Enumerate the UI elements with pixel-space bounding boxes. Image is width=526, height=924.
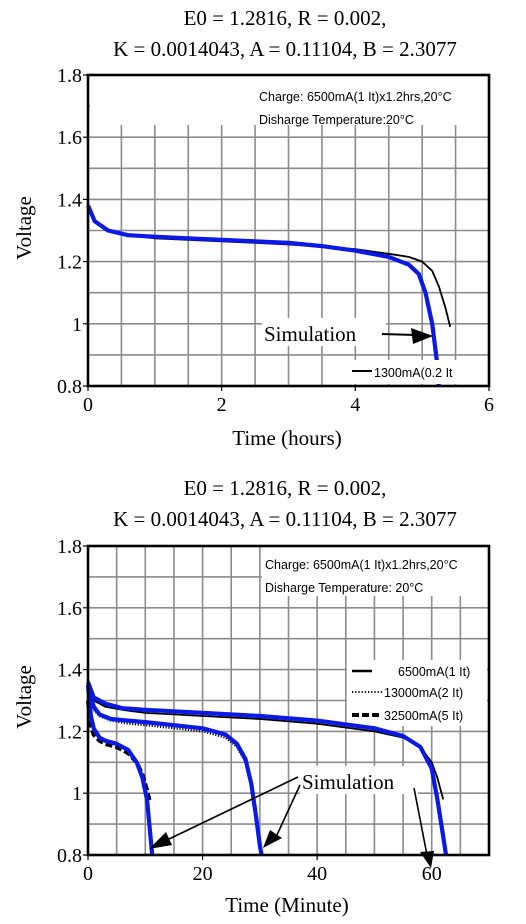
measured-curve-0 — [87, 205, 452, 328]
bottom-chart-title-line2: K = 0.0014043, A = 0.11104, B = 2.3077 — [113, 507, 457, 531]
y-tick-label: 1 — [72, 783, 82, 805]
simulation-curve-3 — [86, 681, 449, 856]
top-chart-annotation-arrow — [381, 328, 433, 344]
top-chart-y-ticks: 0.8 1 1.2 1.4 1.6 1.8 — [57, 65, 88, 398]
y-tick-label: 1.4 — [57, 189, 82, 211]
y-tick-label: 0.8 — [57, 845, 82, 867]
legend-label-13000mA: 13000mA(2 It) — [384, 686, 463, 700]
bottom-chart-annotation-simulation: Simulation — [302, 770, 395, 794]
bottom-chart: E0 = 1.2816, R = 0.002, K = 0.0014043, A… — [12, 476, 491, 917]
bottom-chart-info-line2: Disharge Temperature: 20°C — [265, 581, 423, 595]
bottom-chart-frame — [86, 544, 491, 857]
y-tick-label: 1.6 — [57, 127, 82, 149]
bottom-chart-title-line1: E0 = 1.2816, R = 0.002, — [184, 476, 387, 500]
top-chart: E0 = 1.2816, R = 0.002, K = 0.0014043, A… — [12, 6, 494, 450]
top-chart-title-line2: K = 0.0014043, A = 0.11104, B = 2.3077 — [113, 37, 457, 61]
measured-curve-2 — [85, 700, 152, 803]
simulation-curve-5 — [85, 684, 155, 856]
top-chart-info-line2: Disharge Temperature:20°C — [259, 113, 414, 127]
simulation-curve-4 — [85, 684, 264, 856]
measured-curve-1 — [86, 693, 261, 840]
bottom-chart-info-line1: Charge: 6500mA(1 It)x1.2hrs,20°C — [265, 558, 458, 572]
legend-label-32500mA: 32500mA(5 It) — [384, 709, 463, 723]
top-chart-info-box — [90, 75, 488, 125]
bottom-chart-series — [85, 681, 449, 856]
top-chart-x-axis-label: Time (hours) — [232, 426, 341, 450]
bottom-chart-annotation-backdrop — [300, 766, 418, 794]
x-tick-label: 6 — [484, 394, 494, 416]
arrow-head-middle — [263, 830, 282, 848]
bottom-chart-annotation-arrows — [149, 776, 434, 868]
bottom-chart-y-ticks: 0.8 1 1.2 1.4 1.6 1.8 — [57, 536, 88, 867]
bottom-chart-y-axis-label: Voltage — [12, 665, 36, 729]
top-chart-annotation-simulation: Simulation — [264, 322, 357, 346]
bottom-chart-info-box — [262, 546, 488, 596]
bottom-chart-x-ticks: 0 20 40 60 — [83, 855, 442, 885]
top-chart-title-line1: E0 = 1.2816, R = 0.002, — [184, 6, 387, 30]
top-chart-series — [86, 204, 452, 387]
arrow-head-left — [149, 832, 172, 849]
y-tick-label: 0.8 — [57, 376, 82, 398]
bottom-chart-x-axis-label: Time (Minute) — [225, 893, 348, 917]
bottom-chart-legend: 6500mA(1 It) 13000mA(2 It) 32500mA(5 It) — [352, 665, 470, 723]
y-tick-label: 1.2 — [57, 252, 82, 274]
top-chart-y-axis-label: Voltage — [12, 196, 36, 260]
x-tick-label: 40 — [307, 863, 327, 885]
y-tick-label: 1 — [72, 314, 82, 336]
x-tick-label: 60 — [422, 863, 442, 885]
simulation-curve-1 — [86, 204, 441, 387]
y-tick-label: 1.6 — [57, 598, 82, 620]
x-tick-label: 2 — [217, 394, 227, 416]
x-tick-label: 0 — [83, 863, 93, 885]
x-tick-label: 20 — [193, 863, 213, 885]
y-tick-label: 1.2 — [57, 721, 82, 743]
y-tick-label: 1.8 — [57, 65, 82, 87]
x-tick-label: 0 — [83, 394, 93, 416]
top-chart-legend-label: 1300mA(0.2 It — [374, 366, 453, 380]
top-chart-frame — [86, 73, 491, 388]
x-tick-label: 4 — [350, 394, 360, 416]
top-chart-annotation-backdrop — [262, 318, 386, 346]
y-tick-label: 1.4 — [57, 660, 82, 682]
top-chart-x-ticks: 0 2 4 6 — [83, 386, 494, 416]
top-chart-info-line1: Charge: 6500mA(1 It)x1.2hrs,20°C — [259, 90, 452, 104]
y-tick-label: 1.8 — [57, 536, 82, 558]
legend-label-6500mA: 6500mA(1 It) — [398, 665, 470, 679]
